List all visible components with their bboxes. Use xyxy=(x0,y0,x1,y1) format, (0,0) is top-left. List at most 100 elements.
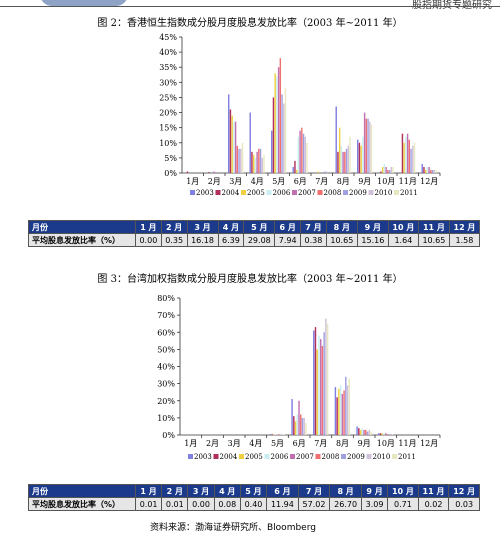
x-tick-label: 8月 xyxy=(336,439,349,448)
bar xyxy=(367,118,369,173)
bar xyxy=(314,327,317,435)
bar xyxy=(342,151,344,173)
bar xyxy=(319,339,322,435)
y-tick-label: 0% xyxy=(164,169,177,178)
bar xyxy=(340,145,343,173)
legend-swatch xyxy=(315,454,321,459)
legend-label: 2011 xyxy=(398,453,416,461)
bar xyxy=(384,433,387,435)
table-cell: 11.94 xyxy=(266,497,299,511)
bar xyxy=(378,433,380,435)
bar xyxy=(349,136,351,173)
bar xyxy=(348,378,350,435)
x-tick-label: 4月 xyxy=(249,439,262,448)
x-tick-label: 7月 xyxy=(315,177,328,186)
bar xyxy=(388,169,391,173)
table-cell: 0.40 xyxy=(239,497,268,511)
x-tick-label: 1月 xyxy=(186,177,199,186)
y-tick-label: 45% xyxy=(159,33,177,42)
bar xyxy=(318,335,320,435)
table-cell: 0.02 xyxy=(417,497,450,511)
bar xyxy=(370,124,373,173)
bar xyxy=(254,157,257,173)
bar xyxy=(317,171,319,173)
bar xyxy=(344,151,346,173)
x-tick-label: 12月 xyxy=(420,439,438,448)
bar xyxy=(241,142,244,173)
table-cell: 3.09 xyxy=(360,497,389,511)
table-row-label: 平均股息发放比率（%） xyxy=(28,233,136,247)
bar xyxy=(325,318,327,435)
bar xyxy=(259,148,262,173)
legend-label: 2008 xyxy=(324,189,342,197)
table-cell: 1.58 xyxy=(448,233,481,247)
bar xyxy=(256,151,258,173)
bar xyxy=(294,160,296,173)
bar xyxy=(293,416,295,435)
legend-swatch xyxy=(190,190,195,195)
bar xyxy=(410,148,412,173)
table-cell: 16.18 xyxy=(186,233,219,247)
bar xyxy=(366,431,369,435)
bar xyxy=(435,169,437,173)
legend-swatch xyxy=(317,190,323,195)
bar xyxy=(297,136,300,173)
bar xyxy=(303,417,305,435)
bar xyxy=(365,429,367,435)
bar xyxy=(249,112,251,173)
bar xyxy=(271,434,273,435)
legend-swatch xyxy=(266,190,272,195)
table-month-header: 5 月 xyxy=(239,484,268,498)
bar xyxy=(383,163,386,173)
table-header-label: 月份 xyxy=(28,220,136,234)
legend-label: 2006 xyxy=(271,453,289,461)
table-month-header: 3 月 xyxy=(187,484,215,498)
x-tick-label: 8月 xyxy=(337,177,350,186)
bar xyxy=(278,434,280,435)
bar xyxy=(363,112,366,173)
bar xyxy=(345,148,348,173)
legend-label: 2003 xyxy=(196,189,214,197)
bar xyxy=(412,145,414,173)
bar xyxy=(433,169,435,173)
bar xyxy=(252,154,255,173)
table-month-header: 11 月 xyxy=(417,484,450,498)
bar xyxy=(363,429,365,435)
x-tick-label: 10月 xyxy=(377,177,395,186)
bar xyxy=(274,434,277,435)
bar xyxy=(229,109,232,173)
chart1-table-header-row: 月份 1 月 2 月 3 月 4 月 5 月 6 月 7 月 8 月 9 月 1… xyxy=(28,220,481,234)
bar xyxy=(362,136,364,173)
table-cell: 0.00 xyxy=(187,497,215,511)
bar xyxy=(301,127,303,173)
bar xyxy=(338,127,341,173)
bar xyxy=(291,399,293,435)
bar xyxy=(228,94,230,173)
bar xyxy=(369,121,371,173)
legend-swatch xyxy=(394,190,399,195)
table-cell: 10.65 xyxy=(417,233,450,247)
bar xyxy=(401,133,404,173)
table-month-header: 8 月 xyxy=(329,484,362,498)
bar xyxy=(388,434,390,435)
bar xyxy=(358,142,361,173)
legend-swatch xyxy=(292,190,297,195)
bar xyxy=(306,142,308,173)
table-month-header: 7 月 xyxy=(297,484,331,498)
bar xyxy=(334,387,337,435)
x-tick-label: 1月 xyxy=(184,439,197,448)
x-tick-label: 6月 xyxy=(294,177,307,186)
y-tick-label: 40% xyxy=(159,48,177,57)
chart2-title: 图 3：台湾加权指数成分股月度股息发放比率（2003 年~2011 年） xyxy=(97,274,403,285)
bar xyxy=(271,130,273,173)
bar xyxy=(335,106,337,173)
legend-swatch xyxy=(213,454,219,459)
bar xyxy=(428,166,430,173)
bar xyxy=(305,423,307,435)
x-tick-label: 9月 xyxy=(358,439,371,448)
table-month-header: 2 月 xyxy=(161,484,189,498)
bar xyxy=(391,434,394,435)
y-tick-label: 70% xyxy=(157,311,175,320)
table-cell: 0.71 xyxy=(387,497,419,511)
y-tick-label: 15% xyxy=(159,124,177,133)
